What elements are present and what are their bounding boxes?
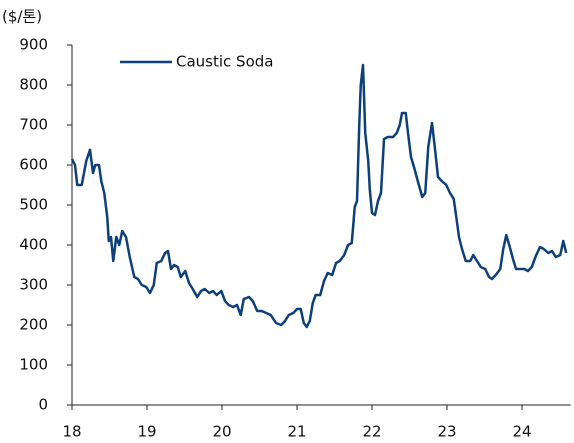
y-tick-label: 600 [19,156,48,174]
x-tick-label: 20 [212,423,231,441]
y-tick-label: 100 [19,356,48,374]
y-axis-unit: ($/톤) [2,8,42,26]
y-tick-label: 300 [19,276,48,294]
y-tick-label: 700 [19,116,48,134]
y-tick-label: 200 [19,316,48,334]
x-tick-label: 21 [287,423,306,441]
legend-label: Caustic Soda [176,53,273,71]
data-line [70,63,568,329]
y-tick-label: 500 [19,196,48,214]
x-tick-label: 23 [437,423,456,441]
x-tick-label: 18 [62,423,81,441]
y-tick-label: 900 [19,36,48,54]
y-tick-label: 800 [19,76,48,94]
x-tick-label: 22 [362,423,381,441]
x-tick-label: 19 [137,423,156,441]
y-tick-label: 400 [19,236,48,254]
x-tick-label: 24 [512,423,531,441]
y-tick-label: 0 [38,396,48,414]
